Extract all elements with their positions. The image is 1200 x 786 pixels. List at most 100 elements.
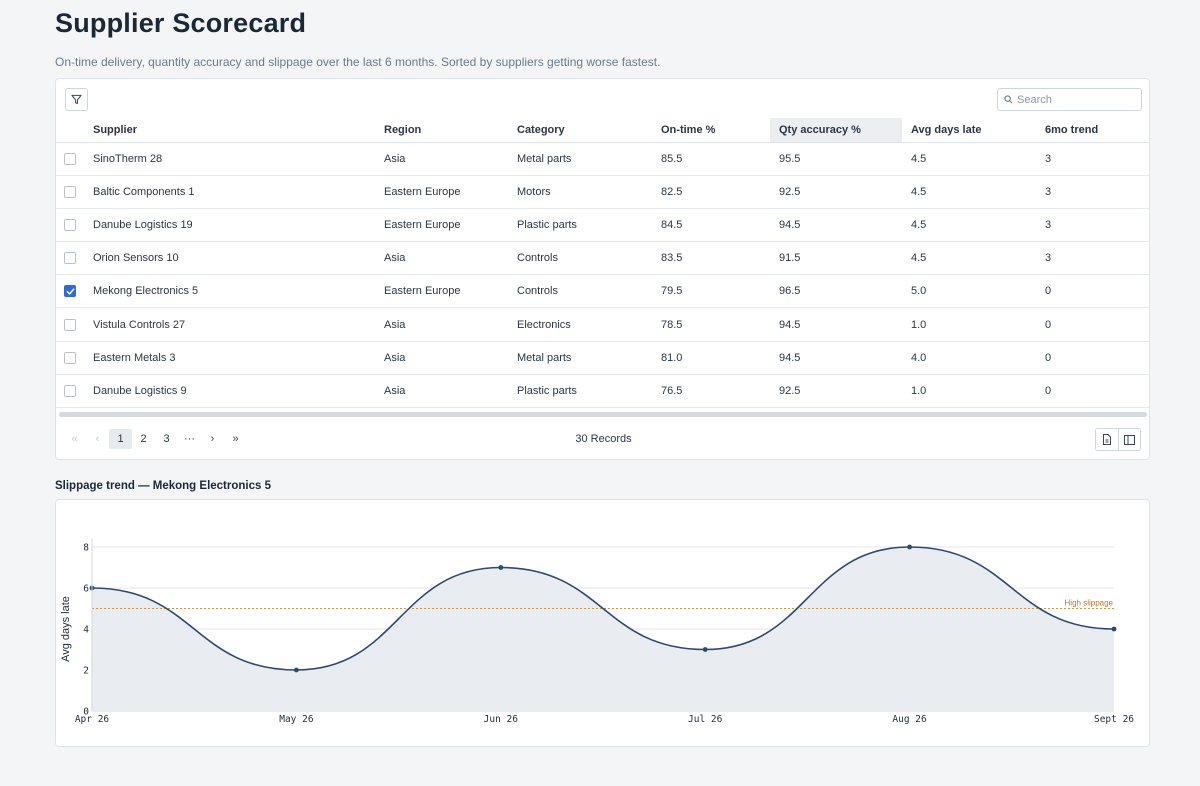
row-select-cell [56,208,84,243]
table-row[interactable]: Danube Logistics 9 Asia Plastic parts 76.5 9… [56,374,1149,409]
y-tick-label: 8 [83,543,89,554]
cell-avg-days-late: 1.0 [902,307,1036,342]
data-point[interactable] [702,647,708,652]
pagination-ellipsis: ··· [184,433,195,445]
cell-6mo-trend: 3 [1036,241,1149,276]
row-checkbox[interactable] [64,218,76,231]
x-tick-label: Jun 26 [484,714,519,725]
data-point[interactable] [498,565,504,570]
cell-6mo-trend: 0 [1036,274,1149,309]
next-page-button[interactable]: › [210,433,215,445]
cell-category: Plastic parts [508,374,652,409]
y-tick-label: 0 [83,707,89,718]
y-tick-label: 4 [83,625,89,636]
cell-avg-days-late: 4.5 [902,241,1036,276]
row-select-cell [56,341,84,375]
export-button[interactable] [1096,429,1118,450]
cell-6mo-trend: 3 [1036,208,1149,243]
filter-button[interactable] [65,88,88,111]
row-checkbox[interactable] [64,185,76,198]
x-axis-ticks: Apr 26 May 26 Jun 26 Jul 26 Aug 26 Sept 26 [75,714,1134,725]
first-page-button[interactable]: « [71,433,78,445]
cell-supplier: Mekong Electronics 5 [84,274,375,309]
table-row[interactable]: Mekong Electronics 5 Eastern Europe Contro… [56,274,1149,309]
cell-6mo-trend: 0 [1036,374,1149,409]
reference-line-label: High slippage [1065,599,1114,608]
table-row[interactable]: SinoTherm 28 Asia Metal parts 85.5 95.5 4.5 3 [56,142,1149,176]
cell-avg-days-late: 5.0 [902,274,1036,309]
slippage-chart-card: High slippage 0 2 4 6 8 Apr 26 May 26 Jun 26 Ju… [55,499,1150,747]
table-row[interactable]: Baltic Components 1 Eastern Europe Motors 8… [56,175,1149,209]
table-row[interactable]: Orion Sensors 10 Asia Controls 83.5 91.5 4.5 3 [56,241,1149,276]
x-tick-label: May 26 [279,714,314,725]
data-point[interactable] [1111,626,1117,632]
supplier-table-card: Supplier Region Category On-time % Qty a… [55,78,1150,460]
row-checkbox[interactable] [64,252,76,265]
column-header-supplier[interactable]: Supplier [84,118,375,143]
cell-avg-days-late: 4.5 [902,142,1036,176]
cell-on-time: 81.0 [652,341,770,375]
column-header-qty-accuracy[interactable]: Qty accuracy % [770,118,902,143]
row-checkbox[interactable] [64,351,76,364]
cell-supplier: Baltic Components 1 [84,175,375,209]
column-header-region[interactable]: Region [375,118,508,143]
page-title: Supplier Scorecard [55,8,307,38]
cell-region: Eastern Europe [375,274,508,309]
row-checkbox[interactable] [64,152,76,165]
page-button-2[interactable]: 2 [140,433,147,445]
table-body: SinoTherm 28 Asia Metal parts 85.5 95.5 4.5 3 B… [56,142,1149,409]
last-page-button[interactable]: » [232,433,239,445]
page-button-1[interactable]: 1 [109,429,132,449]
cell-category: Plastic parts [508,208,652,243]
column-header-avg-days-late[interactable]: Avg days late [902,118,1036,143]
export-file-icon [1103,434,1111,445]
cell-category: Metal parts [508,341,652,375]
page-button-3[interactable]: 3 [163,433,170,445]
column-panel-button[interactable] [1118,429,1140,450]
cell-6mo-trend: 0 [1036,307,1149,342]
cell-6mo-trend: 3 [1036,142,1149,176]
search-icon [1004,95,1013,104]
cell-supplier: Danube Logistics 9 [84,374,375,409]
y-tick-label: 6 [83,584,89,595]
cell-region: Asia [375,374,508,409]
column-header-category[interactable]: Category [508,118,652,143]
cell-on-time: 85.5 [652,142,770,176]
horizontal-scrollbar[interactable] [59,412,1147,417]
row-checkbox[interactable] [64,285,76,298]
column-header-on-time[interactable]: On-time % [652,118,770,143]
cell-qty-accuracy: 92.5 [770,175,902,209]
cell-supplier: Orion Sensors 10 [84,241,375,276]
cell-qty-accuracy: 94.5 [770,341,902,375]
cell-category: Controls [508,274,652,309]
cell-region: Asia [375,307,508,342]
cell-avg-days-late: 4.5 [902,208,1036,243]
cell-on-time: 76.5 [652,374,770,409]
cell-qty-accuracy: 92.5 [770,374,902,409]
row-checkbox[interactable] [64,318,76,331]
slippage-trend-chart: High slippage 0 2 4 6 8 Apr 26 May 26 Jun 26 Ju… [60,539,1134,725]
previous-page-button[interactable]: ‹ [95,433,100,445]
cell-avg-days-late: 4.5 [902,175,1036,209]
data-point[interactable] [907,544,912,550]
search-input[interactable] [1017,93,1137,106]
cell-on-time: 78.5 [652,307,770,342]
row-checkbox[interactable] [64,384,76,397]
data-point[interactable] [294,667,299,673]
table-row[interactable]: Eastern Metals 3 Asia Metal parts 81.0 94.5 4… [56,341,1149,375]
table-row[interactable]: Danube Logistics 19 Eastern Europe Plastic… [56,208,1149,243]
pagination: « ‹ 1 2 3 ··· › » [63,428,247,450]
cell-category: Electronics [508,307,652,342]
cell-region: Asia [375,142,508,176]
cell-supplier: Danube Logistics 19 [84,208,375,243]
table-row[interactable]: Vistula Controls 27 Asia Electronics 78.5 94… [56,307,1149,342]
select-column-header [56,118,84,143]
cell-qty-accuracy: 95.5 [770,142,902,176]
page-subtitle: On-time delivery, quantity accuracy and … [55,55,661,69]
x-tick-label: Sept 26 [1094,714,1134,725]
table-header-row: Supplier Region Category On-time % Qty a… [56,118,1149,143]
row-select-cell [56,175,84,209]
column-header-6mo-trend[interactable]: 6mo trend [1036,118,1149,143]
cell-6mo-trend: 3 [1036,175,1149,209]
cell-avg-days-late: 1.0 [902,374,1036,409]
